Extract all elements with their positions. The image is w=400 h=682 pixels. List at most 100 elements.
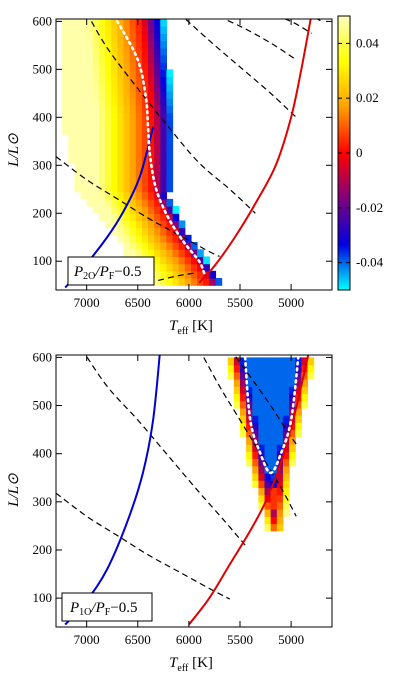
heatmap-cell: [62, 54, 69, 63]
heatmap-cell: [62, 83, 69, 92]
heatmap-cell: [98, 112, 106, 121]
heatmap-cell: [252, 429, 259, 438]
heatmap-cell: [135, 126, 143, 135]
heatmap-cell: [258, 407, 266, 416]
heatmap-cell: [148, 26, 155, 34]
heatmap-cell: [160, 98, 167, 106]
heatmap-cell: [92, 170, 100, 178]
heatmap-cell: [141, 134, 149, 142]
heatmap-cell: [92, 76, 100, 85]
heatmap-cell: [62, 26, 69, 34]
heatmap-cell: [178, 242, 186, 250]
heatmap-cell: [68, 47, 75, 56]
heatmap-cell: [105, 69, 112, 78]
red-edge-bottom: [188, 355, 310, 626]
heatmap-cell: [166, 213, 174, 222]
heatmap-cell: [160, 119, 167, 128]
heatmap-cell: [148, 206, 155, 214]
heatmap-cell: [166, 119, 174, 128]
heatmap-cell: [282, 415, 290, 423]
heatmap-cell: [92, 69, 100, 78]
heatmap-cell: [111, 76, 118, 85]
heatmap-cell: [160, 126, 167, 135]
heatmap-cell: [270, 436, 278, 445]
heatmap-cell: [270, 393, 278, 402]
panel-label-bottom: P1O/PF−0.5: [69, 600, 138, 618]
heatmap-cell: [98, 162, 106, 171]
heatmap-cell: [111, 19, 118, 27]
heatmap-cell: [105, 206, 112, 214]
heatmap-cell: [117, 234, 125, 243]
heatmap-cell: [86, 54, 94, 63]
panel-bottom: 7000 6500 6000 5500 5000 100 200 300 400 500 600 P…: [6, 349, 333, 674]
heatmap-cell: [258, 494, 266, 503]
heatmap-cell: [123, 206, 131, 214]
heatmap-cell: [148, 19, 155, 27]
heatmap-cell: [105, 155, 112, 164]
heatmap-cell: [148, 234, 155, 243]
heatmap-cell: [117, 155, 125, 164]
heatmap-cell: [154, 184, 161, 193]
heatmap-cell: [270, 429, 278, 438]
heatmap-cell: [135, 141, 143, 150]
isoline: [84, 355, 246, 546]
heatmap-cell: [129, 119, 137, 128]
heatmap-cell: [80, 105, 88, 114]
heatmap-cell: [301, 357, 309, 366]
heatmap-cell: [62, 40, 69, 49]
heatmap-cell: [111, 191, 118, 200]
heatmap-cell: [240, 371, 247, 380]
heatmap-cell: [129, 83, 137, 92]
heatmap-cell: [154, 98, 161, 106]
heatmap-cell: [289, 393, 296, 402]
heatmap-cell: [68, 148, 75, 157]
heatmap-cell: [68, 141, 75, 150]
heatmap-cell: [203, 263, 210, 272]
heatmap-cell: [62, 112, 69, 121]
colorbar-ticks: 0.04 0.02 0 -0.02 -0.04: [338, 35, 384, 270]
heatmap-cell: [276, 393, 284, 402]
heatmap-cell: [105, 213, 112, 222]
heatmap-cell: [111, 83, 118, 92]
heatmap-cell: [92, 191, 100, 200]
heatmap-cell: [289, 386, 296, 395]
heatmap-cell: [166, 263, 174, 272]
heatmap-cell: [264, 472, 272, 481]
heatmap-cell: [154, 47, 161, 56]
heatmap-cell: [98, 184, 106, 193]
heatmap-cell: [252, 480, 259, 488]
heatmap-cell: [123, 126, 131, 135]
heatmap-cell: [123, 141, 131, 150]
heatmap-cell: [86, 83, 94, 92]
heatmap-cell: [289, 429, 296, 438]
heatmap-cell: [276, 400, 284, 409]
heatmap-cell: [166, 98, 174, 106]
heatmap-cell: [86, 119, 94, 128]
heatmap-cell: [111, 126, 118, 135]
heatmap-cell: [295, 415, 302, 423]
heatmap-cell: [160, 220, 167, 229]
heatmap-cell: [98, 141, 106, 150]
heatmap-cell: [252, 458, 259, 467]
heatmap-cell: [215, 278, 223, 286]
heatmap-cell: [80, 83, 88, 92]
heatmap-cell: [105, 98, 112, 106]
heatmap-cell: [270, 364, 278, 373]
y-tick-label: 200: [33, 542, 53, 557]
heatmap-cell: [129, 213, 137, 222]
x-tick-label: 5500: [227, 632, 253, 647]
heatmap-cell: [240, 415, 247, 423]
heatmap-cell: [240, 386, 247, 395]
heatmap-cell: [148, 112, 155, 121]
heatmap-cell: [117, 40, 125, 49]
y-tick-label: 300: [33, 494, 53, 509]
heatmap-cell: [117, 76, 125, 85]
heatmap-cell: [86, 126, 94, 135]
heatmap-cell: [98, 198, 106, 207]
heatmap-cell: [154, 177, 161, 186]
heatmap-cell: [154, 40, 161, 49]
heatmap-cell: [80, 155, 88, 164]
heatmap-cell: [141, 126, 149, 135]
heatmap-cell: [252, 465, 259, 474]
heatmap-cell: [252, 472, 259, 481]
